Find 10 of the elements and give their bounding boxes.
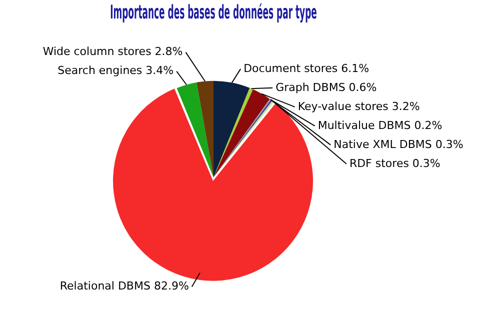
slice-label: Multivalue DBMS 0.2% bbox=[318, 118, 442, 132]
slice-label: Graph DBMS 0.6% bbox=[276, 80, 377, 94]
chart-title: Importance des bases de données par type bbox=[110, 2, 317, 24]
slice-label: Key-value stores 3.2% bbox=[298, 100, 420, 113]
slice-label: RDF stores 0.3% bbox=[349, 156, 440, 170]
slice-label: Search engines 3.4% bbox=[58, 64, 174, 78]
slice-label: Relational DBMS 82.9% bbox=[60, 280, 189, 293]
slice-label: Document stores 6.1% bbox=[244, 62, 370, 75]
slice-label: Native XML DBMS 0.3% bbox=[334, 138, 464, 151]
slice-label: Wide column stores 2.8% bbox=[42, 45, 183, 58]
